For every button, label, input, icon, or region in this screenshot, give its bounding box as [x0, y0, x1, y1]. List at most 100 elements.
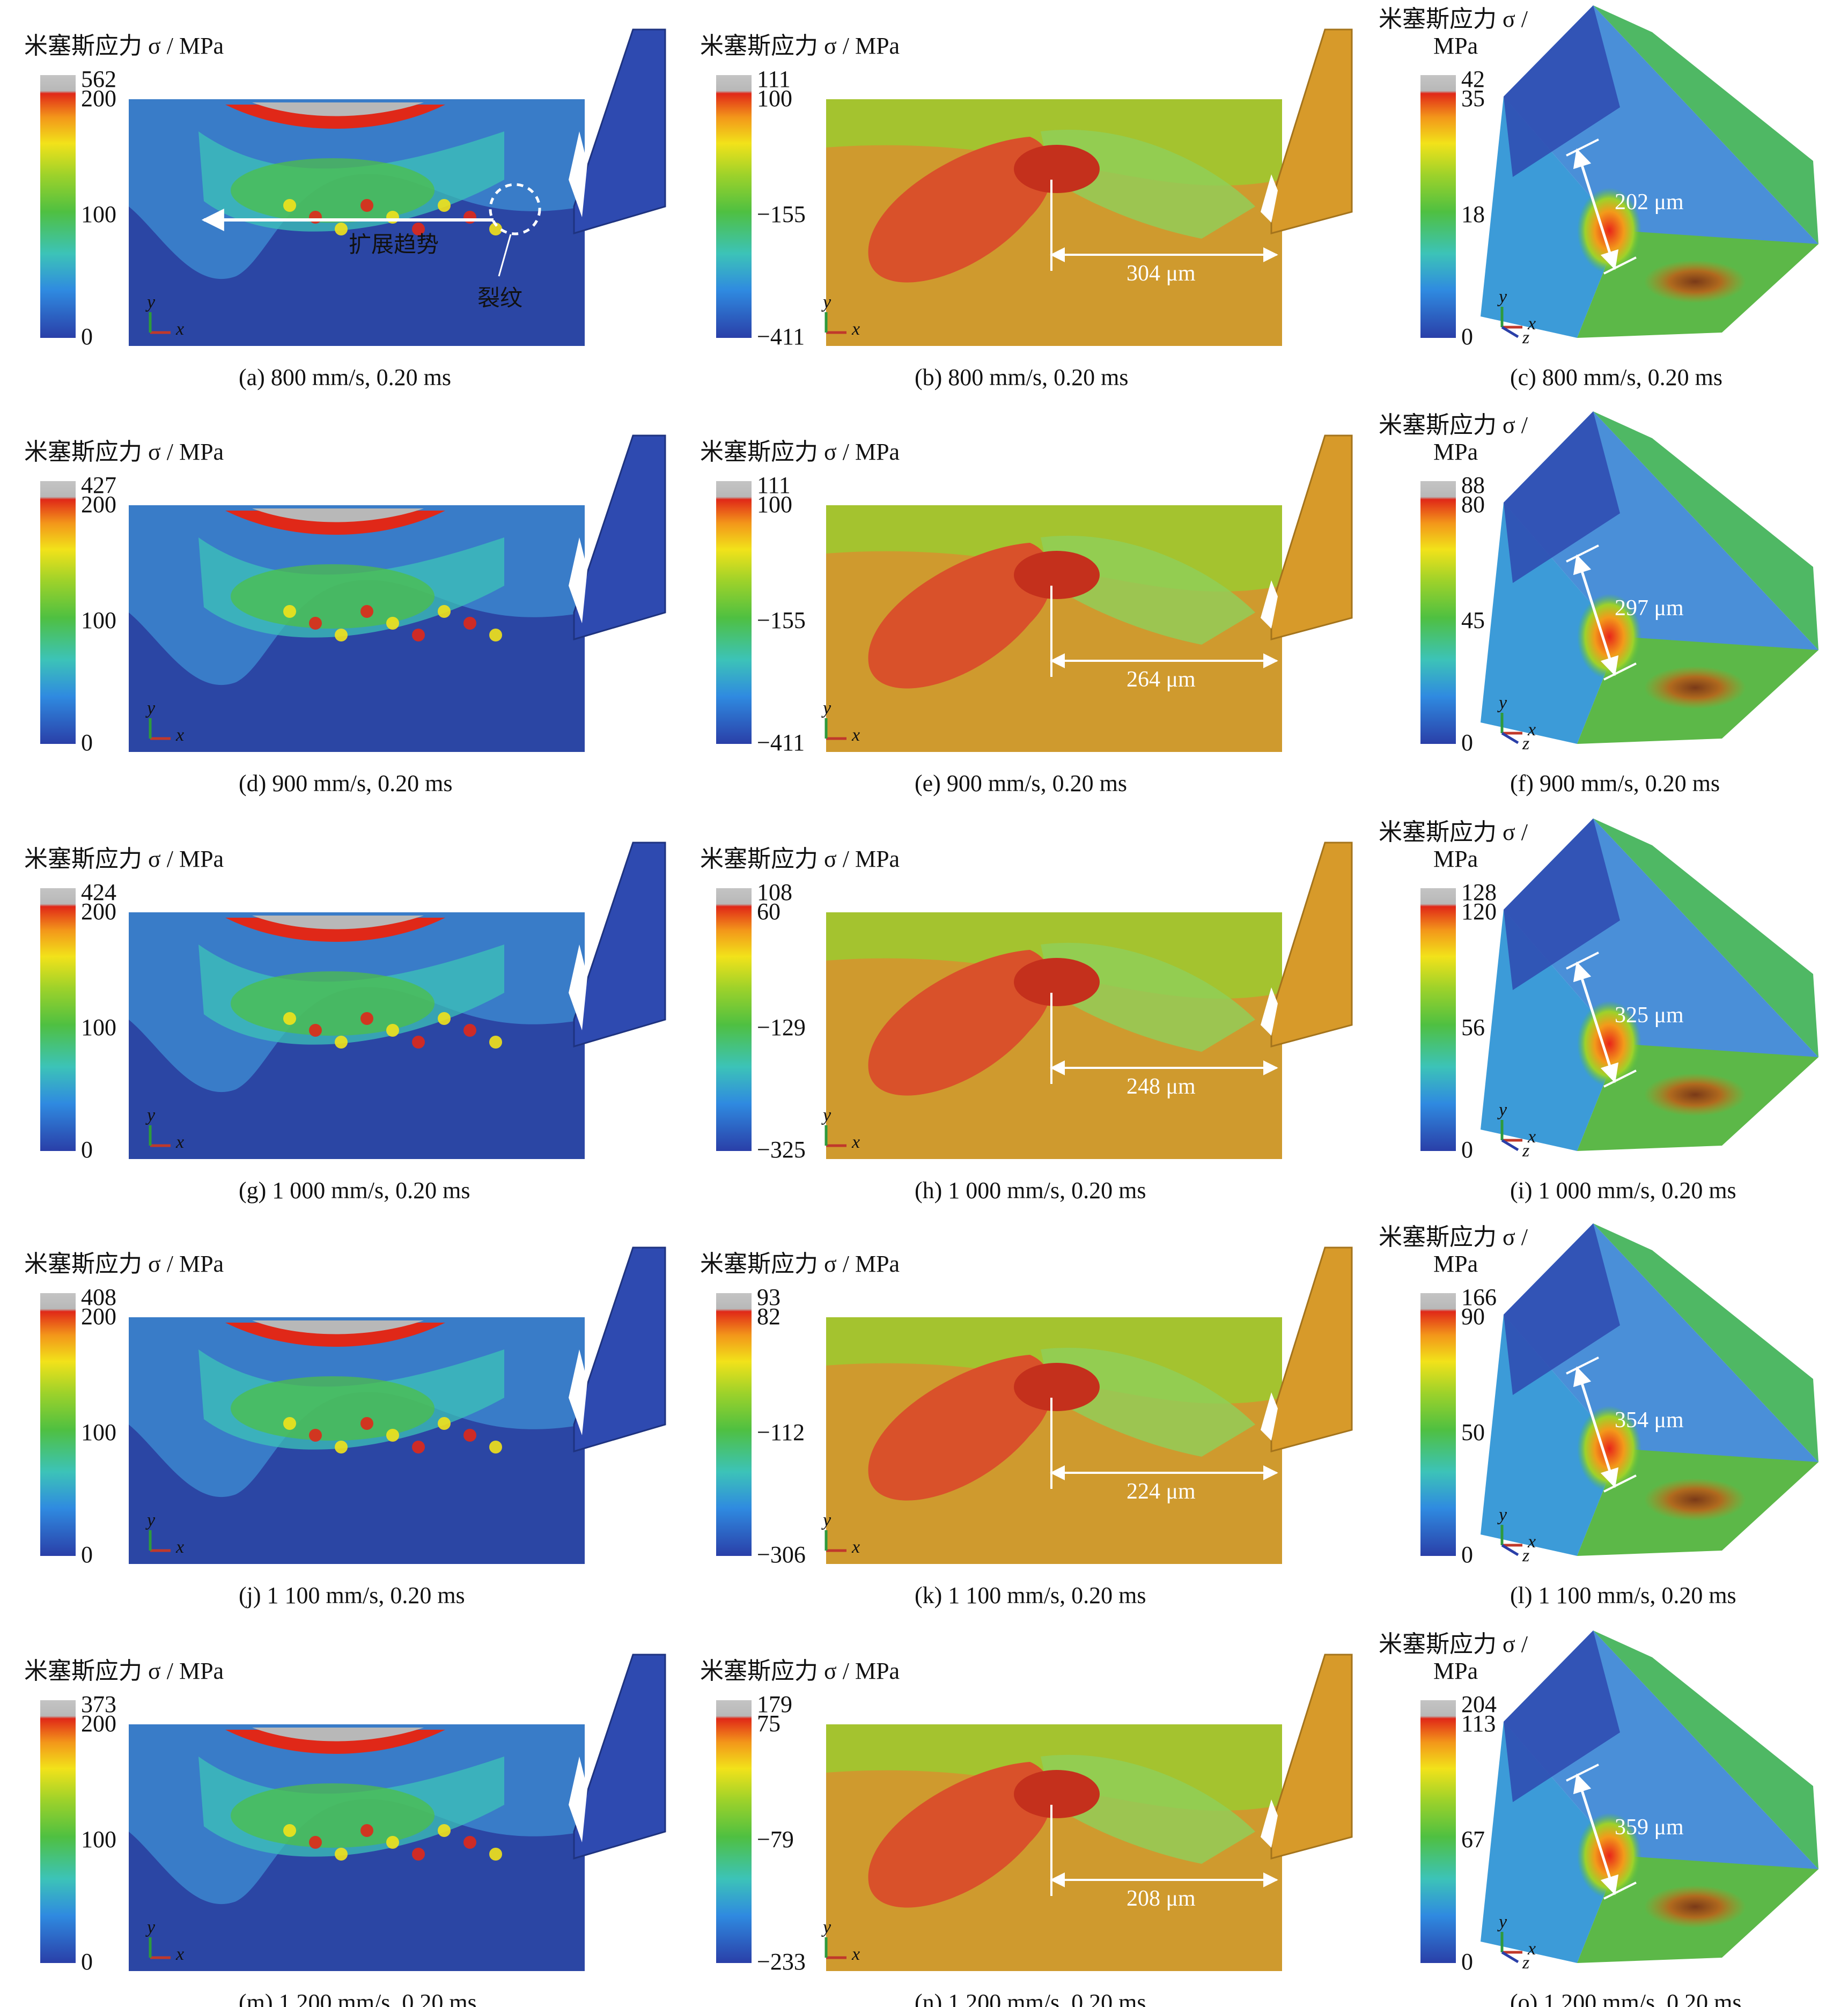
measure-tick — [1603, 1069, 1637, 1088]
panel-caption: (a) 800 mm/s, 0.20 ms — [239, 364, 451, 390]
colorbar-tick-label: 200 — [81, 898, 116, 925]
colorbar-title: 米塞斯应力 σ / — [1379, 1631, 1528, 1657]
x-axis-label: x — [851, 1537, 860, 1557]
cutting-tool — [1261, 434, 1353, 640]
panel-caption: (j) 1 100 mm/s, 0.20 ms — [239, 1582, 465, 1608]
measure-tick — [1566, 138, 1599, 157]
colorbar-tick-label: 67 — [1461, 1826, 1485, 1853]
measure-tick — [1603, 1881, 1637, 1900]
colorbar-tick-label: −233 — [757, 1949, 806, 1975]
colorbar-tick-label: 120 — [1461, 898, 1497, 925]
colorbar-tick-label: 60 — [757, 898, 781, 925]
colorbar-tick-label: 0 — [1461, 1137, 1473, 1163]
colorbar-title: 米塞斯应力 σ / MPa — [24, 1658, 224, 1684]
y-axis-label: y — [821, 1917, 831, 1937]
stress-field-plot — [826, 1724, 1282, 1971]
measure-arrow — [1573, 961, 1619, 1083]
colorbar-tick-label: −155 — [757, 201, 806, 227]
x-axis-label: x — [175, 319, 184, 339]
panel-caption: (f) 900 mm/s, 0.20 ms — [1510, 770, 1720, 796]
colorbar-title-unit: MPa — [1433, 1251, 1478, 1277]
y-axis-label: y — [145, 698, 156, 718]
crack-label: 裂纹 — [477, 286, 522, 311]
colorbar-tick-label: −79 — [757, 1826, 794, 1853]
y-axis-label: y — [145, 1917, 156, 1937]
colorbar-tick-label: 204 — [1461, 1691, 1497, 1717]
colorbar — [40, 75, 76, 338]
measure-tick — [1566, 544, 1599, 563]
colorbar-tick-label: 179 — [757, 1691, 792, 1717]
colorbar-title: 米塞斯应力 σ / MPa — [700, 1658, 900, 1684]
z-axis-label: z — [1522, 1546, 1529, 1566]
colorbar-tick-label: 0 — [81, 1137, 93, 1163]
colorbar-tick-label: 80 — [1461, 491, 1485, 518]
panel-caption: (g) 1 000 mm/s, 0.20 ms — [239, 1177, 470, 1204]
x-axis-label: x — [175, 725, 184, 745]
colorbar — [40, 481, 76, 744]
stress-field-plot — [826, 505, 1282, 752]
cube-stress-plot — [1481, 411, 1818, 744]
colorbar — [1420, 1700, 1456, 1963]
colorbar-tick-label: −411 — [757, 323, 805, 350]
colorbar-title: 米塞斯应力 σ / — [1379, 819, 1528, 845]
colorbar-tick-label: 373 — [81, 1691, 116, 1717]
measure-label: 325 μm — [1615, 1003, 1684, 1028]
measure-label: 297 μm — [1615, 596, 1684, 621]
cutting-tool — [1261, 28, 1353, 234]
panel-caption: (c) 800 mm/s, 0.20 ms — [1510, 364, 1722, 390]
stress-field-plot — [129, 912, 585, 1159]
colorbar — [40, 888, 76, 1151]
y-axis-label: y — [145, 1510, 156, 1530]
measure-label: 248 μm — [1127, 1074, 1196, 1099]
y-axis-label: y — [1497, 1912, 1507, 1932]
z-axis-label: z — [1522, 328, 1529, 348]
x-axis-label: x — [1527, 1532, 1536, 1552]
colorbar — [40, 1700, 76, 1963]
crack-marker — [489, 183, 541, 235]
colorbar-tick-label: −325 — [757, 1137, 806, 1163]
colorbar — [716, 75, 752, 338]
colorbar-title: 米塞斯应力 σ / MPa — [700, 439, 900, 465]
colorbar-title-unit: MPa — [1433, 33, 1478, 59]
stress-field-plot — [826, 99, 1282, 346]
measure-arrow — [1573, 1366, 1619, 1488]
y-axis-label: y — [145, 292, 156, 312]
colorbar-tick-label: 0 — [81, 1541, 93, 1568]
measure-label: 208 μm — [1127, 1886, 1196, 1911]
measure-label: 202 μm — [1615, 190, 1684, 215]
stress-field-plot — [129, 99, 585, 346]
colorbar-tick-label: 42 — [1461, 66, 1485, 92]
x-axis-label: x — [1527, 720, 1536, 740]
x-axis-label: x — [1527, 314, 1536, 334]
measure-label: 354 μm — [1615, 1408, 1684, 1433]
colorbar-tick-label: 100 — [757, 85, 792, 112]
cutting-tool — [569, 1246, 666, 1453]
colorbar-tick-label: 200 — [81, 1303, 116, 1330]
x-axis-label: x — [175, 1537, 184, 1557]
cutting-tool — [1261, 842, 1353, 1047]
colorbar-tick-label: 100 — [81, 1826, 116, 1853]
measure-label: 224 μm — [1127, 1479, 1196, 1504]
x-axis-label: x — [851, 725, 860, 745]
colorbar-tick-label: −306 — [757, 1541, 806, 1568]
panel-caption: (n) 1 200 mm/s, 0.20 ms — [915, 1989, 1146, 2007]
colorbar — [716, 481, 752, 744]
cube-stress-plot — [1481, 5, 1818, 338]
colorbar-tick-label: 45 — [1461, 607, 1485, 633]
colorbar-tick-label: 100 — [81, 607, 116, 633]
colorbar-tick-label: 18 — [1461, 201, 1485, 227]
stress-field-plot — [129, 1724, 585, 1971]
colorbar-tick-label: −155 — [757, 607, 806, 633]
colorbar-tick-label: 35 — [1461, 85, 1485, 112]
colorbar-tick-label: 56 — [1461, 1014, 1485, 1041]
colorbar-title: 米塞斯应力 σ / — [1379, 1224, 1528, 1250]
cutting-tool — [569, 842, 666, 1048]
colorbar-title: 米塞斯应力 σ / — [1379, 412, 1528, 438]
colorbar-title: 米塞斯应力 σ / MPa — [700, 846, 900, 872]
colorbar-tick-label: 111 — [757, 472, 791, 498]
z-axis-arrow — [1501, 326, 1519, 338]
